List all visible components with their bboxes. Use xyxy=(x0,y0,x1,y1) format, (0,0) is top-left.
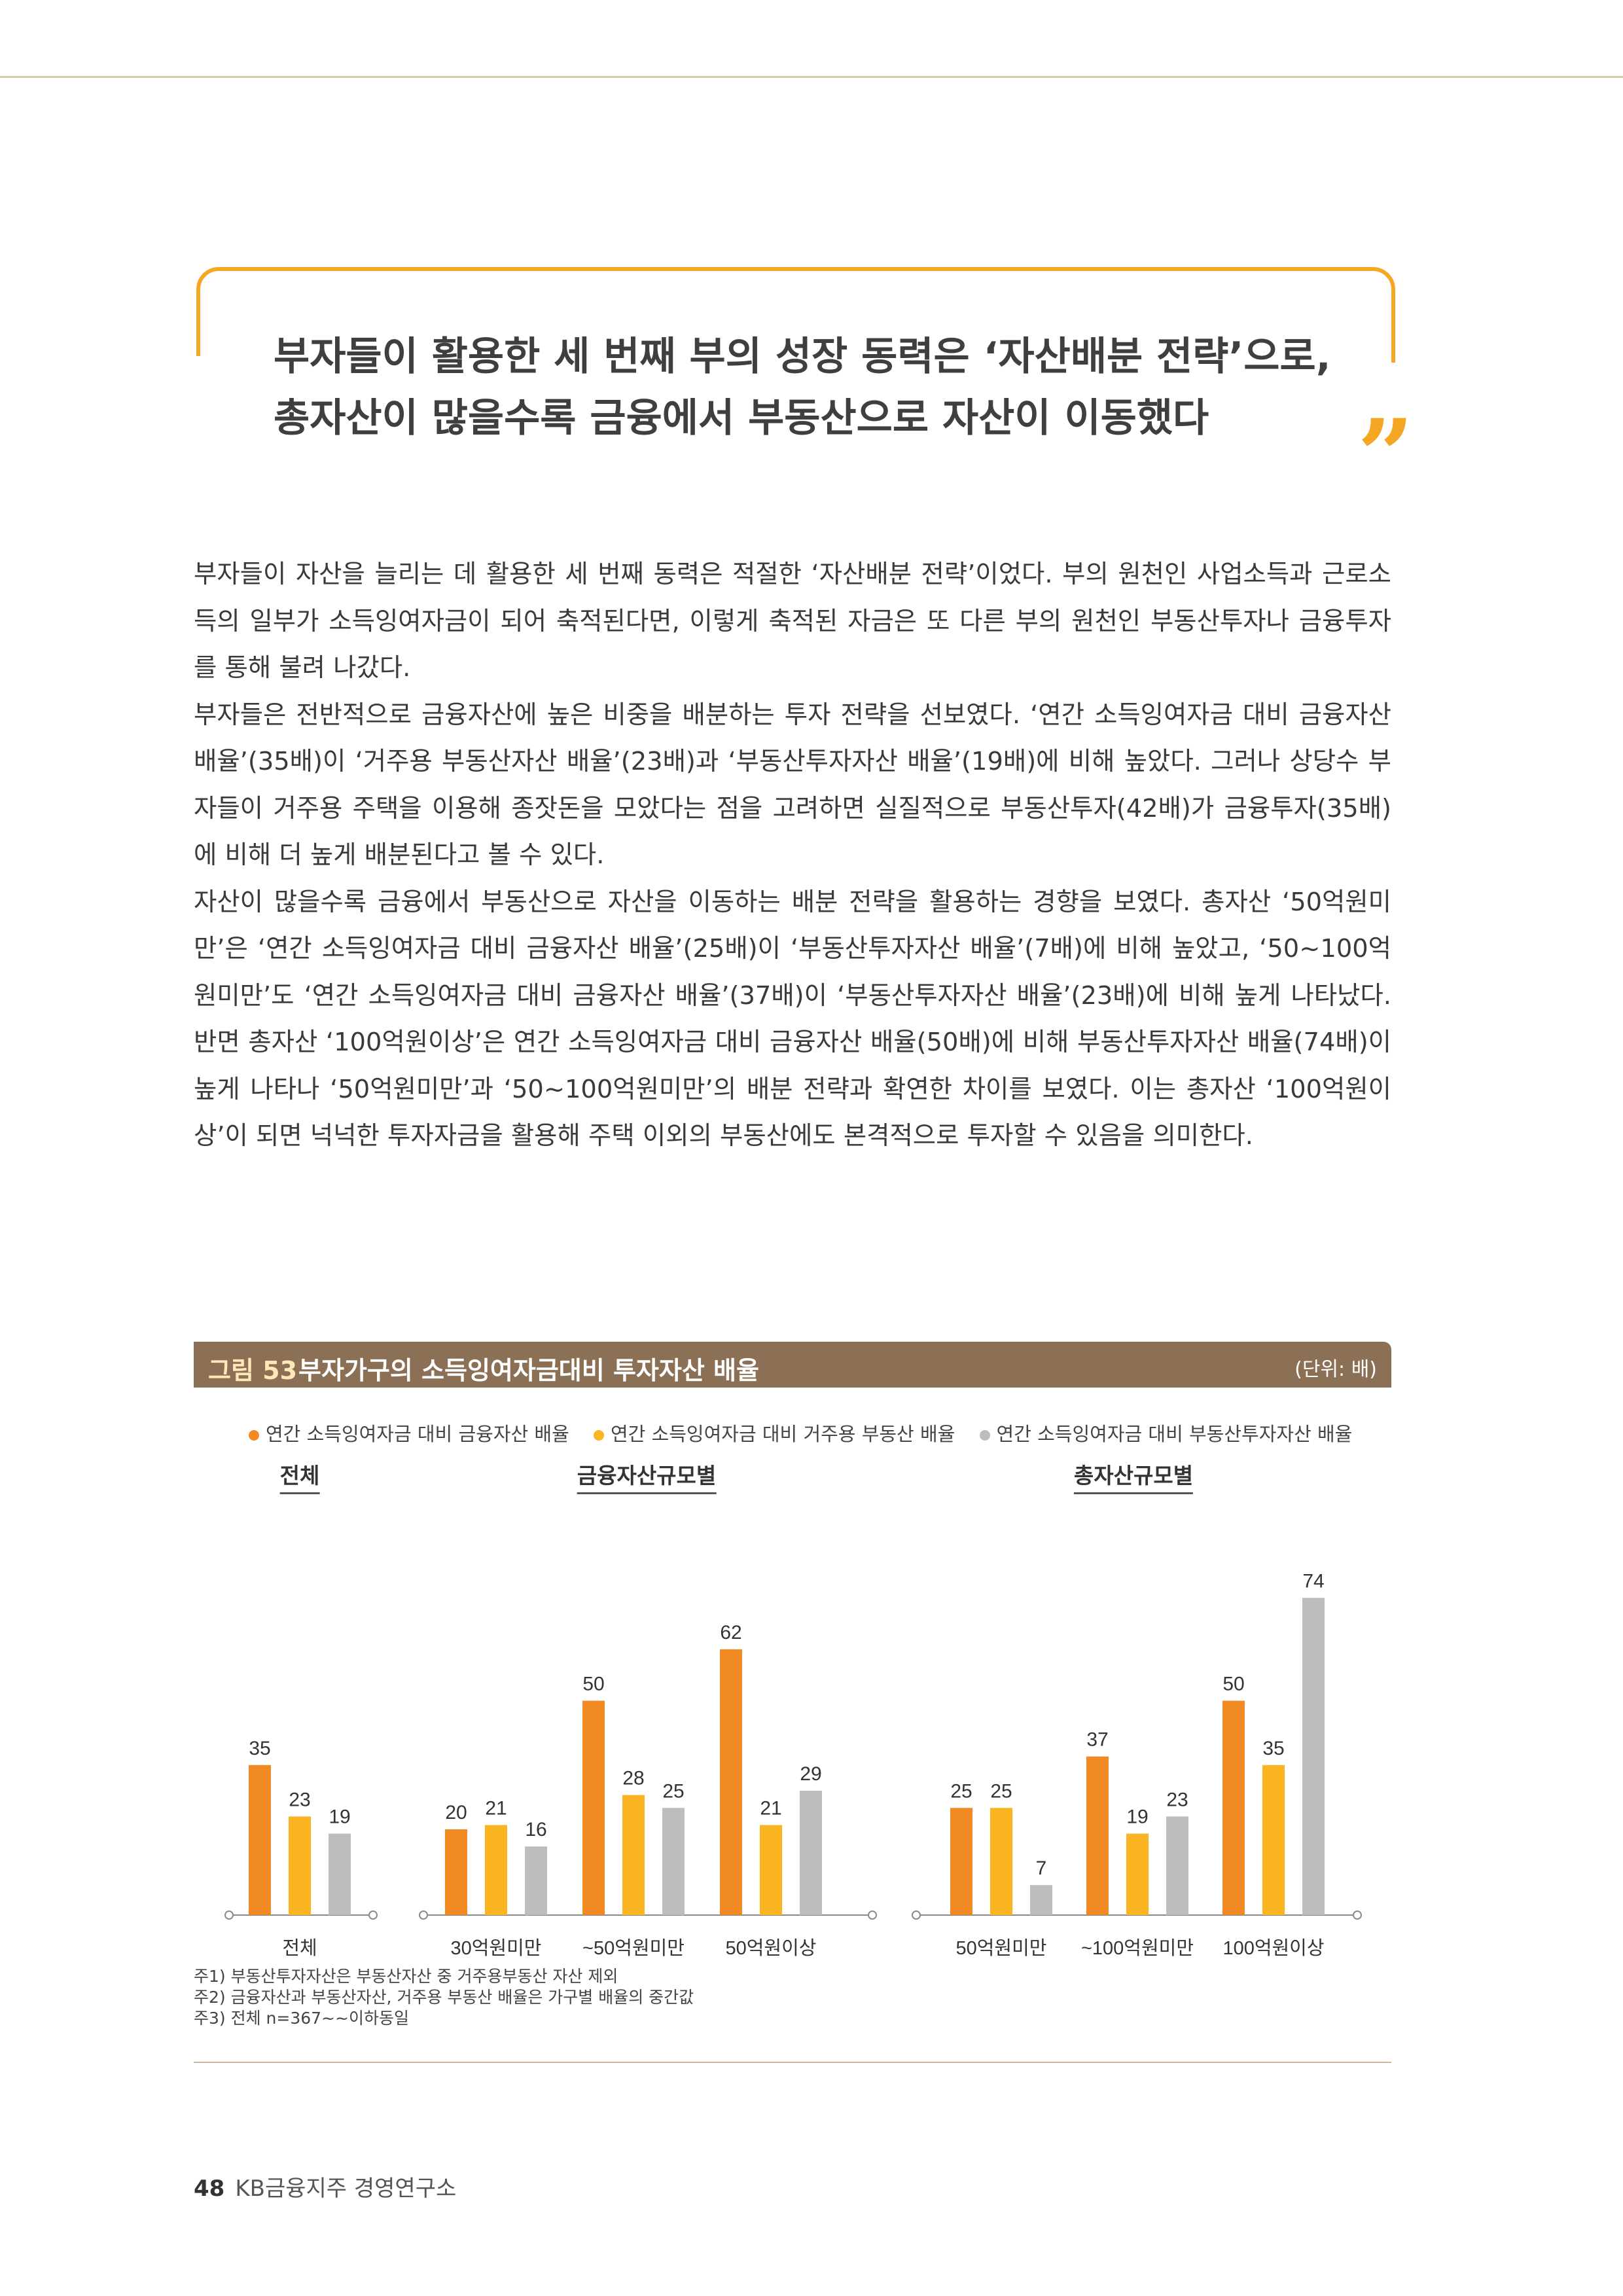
category-label: ~50억원미만 xyxy=(582,1938,685,1959)
category-label: ~100억원미만 xyxy=(1081,1938,1194,1959)
note: 주1) 부동산투자자산은 부동산자산 중 거주용부동산 자산 제외 xyxy=(194,1967,618,1986)
chart-legend: 연간 소득잉여자금 대비 금융자산 배율 연간 소득잉여자금 대비 거주용 부동… xyxy=(249,1419,1370,1446)
bar xyxy=(582,1700,605,1915)
axis-end-marker xyxy=(368,1910,378,1920)
paragraph: 자산이 많을수록 금융에서 부동산으로 자산을 이동하는 배분 전략을 활용하는… xyxy=(194,887,1391,1151)
bar-value-label: 62 xyxy=(720,1622,741,1643)
figure-unit: (단위: 배) xyxy=(1294,1358,1377,1381)
figure-notes: 주1) 부동산투자자산은 부동산자산 중 거주용부동산 자산 제외 주2) 금융… xyxy=(194,1966,694,2029)
figure-number: 그림 53 xyxy=(208,1356,298,1385)
publisher: KB금융지주 경영연구소 xyxy=(235,2176,457,2202)
axis-end-marker xyxy=(419,1910,428,1920)
bar xyxy=(525,1846,547,1915)
legend-label: 연간 소득잉여자금 대비 부동산투자자산 배율 xyxy=(996,1423,1353,1445)
top-rule xyxy=(0,76,1623,78)
paragraph: 부자들이 자산을 늘리는 데 활용한 세 번째 동력은 적절한 ‘자산배분 전략… xyxy=(194,560,1391,683)
bar xyxy=(760,1825,782,1915)
paragraph: 부자들은 전반적으로 금융자산에 높은 비중을 배분하는 투자 전략을 선보였다… xyxy=(194,700,1391,870)
bar-value-label: 28 xyxy=(622,1768,644,1789)
headline-line-1: 부자들이 활용한 세 번째 부의 성장 동력은 ‘자산배분 전략’으로, xyxy=(274,334,1331,380)
body-text: 부자들이 자산을 늘리는 데 활용한 세 번째 동력은 적절한 ‘자산배분 전략… xyxy=(194,551,1391,1160)
note: 주3) 전체 n=367~~이하동일 xyxy=(194,2009,409,2028)
bar-value-label: 21 xyxy=(760,1797,781,1819)
legend-item: 연간 소득잉여자금 대비 금융자산 배율 xyxy=(249,1419,569,1446)
category-label: 50억원미만 xyxy=(956,1938,1047,1959)
bar-value-label: 16 xyxy=(525,1819,546,1840)
category-label: 30억원미만 xyxy=(451,1938,542,1959)
axis-end-marker xyxy=(224,1910,234,1920)
figure-header: 그림 53 부자가구의 소득잉여자금대비 투자자산 배율 (단위: 배) xyxy=(194,1342,1391,1388)
bar xyxy=(990,1808,1012,1915)
axis-end-marker xyxy=(868,1910,877,1920)
legend-dot-icon xyxy=(593,1430,604,1441)
axis-end-marker xyxy=(1353,1910,1362,1920)
bar-value-label: 35 xyxy=(249,1738,270,1759)
bar xyxy=(485,1825,507,1915)
legend-label: 연간 소득잉여자금 대비 금융자산 배율 xyxy=(266,1423,569,1445)
panel-title-financial-assets: 금융자산규모별 xyxy=(577,1458,717,1494)
bar-value-label: 25 xyxy=(990,1780,1012,1802)
category-label: 50억원이상 xyxy=(726,1938,817,1959)
bar xyxy=(1302,1598,1325,1915)
category-label: 100억원이상 xyxy=(1222,1938,1324,1959)
bar xyxy=(1262,1765,1285,1915)
legend-dot-icon xyxy=(249,1430,259,1441)
legend-dot-icon xyxy=(979,1430,990,1441)
bar-value-label: 23 xyxy=(289,1789,310,1810)
bar xyxy=(1222,1700,1245,1915)
panel-title-total-assets: 총자산규모별 xyxy=(1073,1458,1194,1494)
bar xyxy=(249,1765,271,1915)
bar xyxy=(950,1808,972,1915)
closing-quote-icon: ” xyxy=(1357,398,1414,513)
legend-label: 연간 소득잉여자금 대비 거주용 부동산 배율 xyxy=(610,1423,955,1445)
bar xyxy=(800,1791,822,1915)
bar xyxy=(1126,1833,1149,1915)
bar xyxy=(289,1816,311,1915)
axis-end-marker xyxy=(912,1910,921,1920)
bar-value-label: 25 xyxy=(950,1780,972,1802)
page-number: 48 xyxy=(194,2176,225,2202)
bar-value-label: 50 xyxy=(1222,1674,1244,1695)
bar xyxy=(329,1833,351,1915)
bar-value-label: 37 xyxy=(1086,1729,1108,1751)
note: 주2) 금융자산과 부동산자산, 거주용 부동산 배율은 가구별 배율의 중간값 xyxy=(194,1988,694,2007)
bar-value-label: 7 xyxy=(1036,1857,1047,1879)
legend-item: 연간 소득잉여자금 대비 부동산투자자산 배율 xyxy=(979,1419,1353,1446)
bar xyxy=(1166,1816,1188,1915)
panel-title-overall: 전체 xyxy=(279,1458,320,1494)
bar-value-label: 19 xyxy=(329,1806,350,1828)
bar xyxy=(445,1829,467,1915)
bar-value-label: 29 xyxy=(800,1763,821,1785)
headline-line-2: 총자산이 많을수록 금융에서 부동산으로 자산이 이동했다 xyxy=(274,395,1209,441)
bar-value-label: 35 xyxy=(1262,1738,1284,1759)
bar xyxy=(622,1795,645,1915)
bar-value-label: 23 xyxy=(1166,1789,1188,1810)
bar xyxy=(720,1649,742,1915)
page-footer: 48 KB금융지주 경영연구소 xyxy=(194,2170,456,2202)
legend-item: 연간 소득잉여자금 대비 거주용 부동산 배율 xyxy=(593,1419,955,1446)
bar-value-label: 74 xyxy=(1302,1570,1324,1592)
bar-value-label: 20 xyxy=(445,1802,467,1823)
bar-value-label: 25 xyxy=(662,1780,684,1802)
bar xyxy=(662,1808,685,1915)
headline-frame xyxy=(194,267,1395,382)
figure-bottom-rule xyxy=(194,2062,1391,2063)
category-label: 전체 xyxy=(282,1938,317,1959)
bar xyxy=(1030,1885,1052,1915)
figure-title: 부자가구의 소득잉여자금대비 투자자산 배율 xyxy=(298,1356,759,1385)
bar-value-label: 50 xyxy=(582,1674,604,1695)
headline: 부자들이 활용한 세 번째 부의 성장 동력은 ‘자산배분 전략’으로, 총자산… xyxy=(274,326,1386,449)
bar-value-label: 21 xyxy=(485,1797,507,1819)
bar-value-label: 19 xyxy=(1126,1806,1148,1828)
bar xyxy=(1086,1756,1109,1915)
